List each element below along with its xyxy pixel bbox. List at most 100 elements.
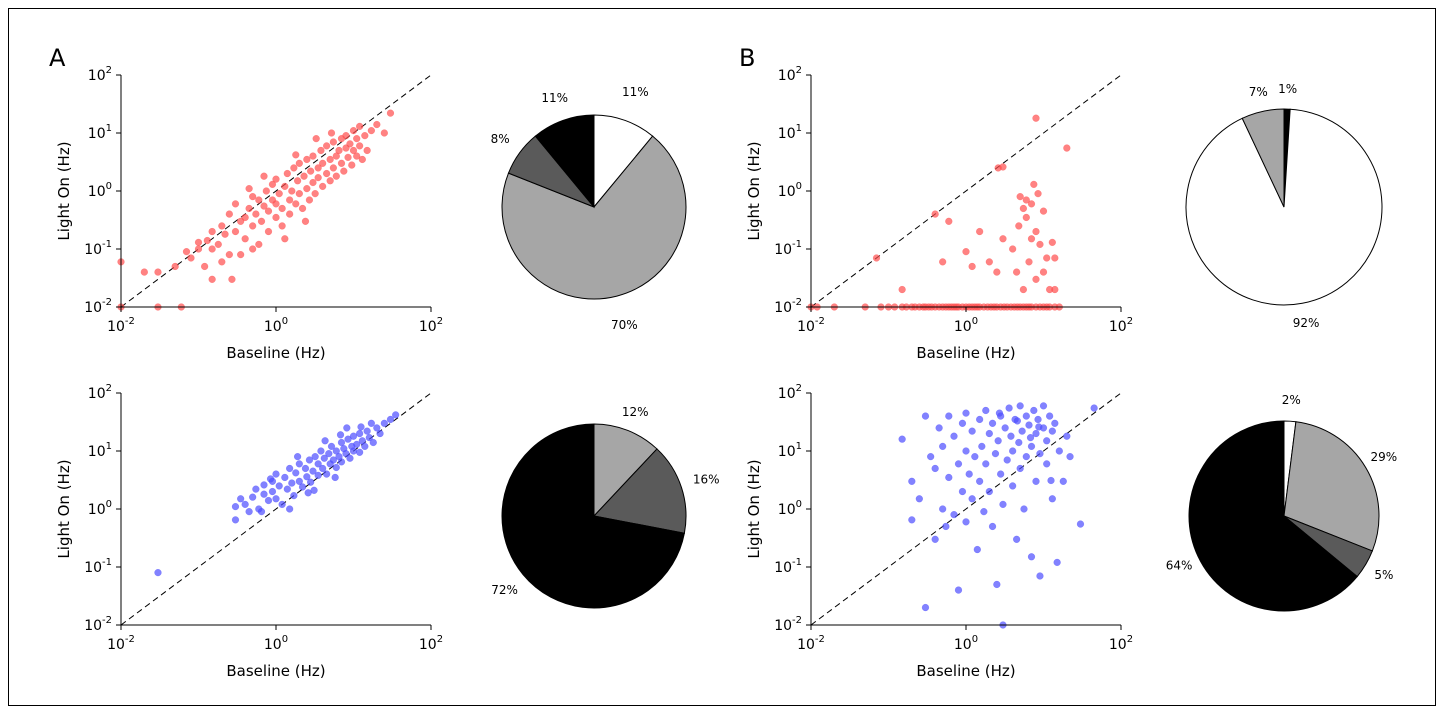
scatter-point bbox=[999, 163, 1007, 171]
x-tick-label: 102 bbox=[419, 316, 443, 335]
scatter-point bbox=[1051, 285, 1059, 294]
scatter-point bbox=[950, 510, 958, 519]
scatter-point bbox=[303, 155, 311, 164]
x-axis-label: Baseline (Hz) bbox=[916, 662, 1015, 680]
scatter-point bbox=[931, 210, 939, 218]
scatter-point bbox=[1063, 144, 1071, 152]
scatter-point bbox=[295, 159, 303, 167]
scatter-point bbox=[1032, 477, 1040, 485]
scatter-point bbox=[301, 464, 310, 473]
scatter-point bbox=[988, 419, 997, 427]
scatter-point bbox=[965, 470, 973, 478]
scatter-point bbox=[290, 164, 298, 172]
scatter-point bbox=[994, 437, 1002, 445]
scatter-point bbox=[954, 460, 963, 468]
x-tick-label: 102 bbox=[419, 634, 443, 653]
scatter-point bbox=[329, 456, 338, 464]
scatter-point bbox=[214, 240, 222, 249]
pie-slice-label: 12% bbox=[622, 405, 649, 419]
scatter-point bbox=[997, 470, 1005, 478]
scatter-point bbox=[241, 235, 249, 243]
scatter-point bbox=[325, 450, 333, 458]
panel-label-b: B bbox=[739, 44, 756, 72]
scatter-point bbox=[1027, 200, 1036, 208]
pie-slice-label: 1% bbox=[1278, 82, 1297, 96]
pie-slice-label: 72% bbox=[491, 583, 518, 597]
scatter-point bbox=[231, 502, 240, 511]
x-tick-label: 10-2 bbox=[107, 634, 135, 653]
y-tick-label: 10-2 bbox=[774, 297, 802, 316]
scatter-point bbox=[272, 495, 280, 503]
scatter-point bbox=[1015, 438, 1023, 447]
scatter-point bbox=[292, 151, 300, 159]
scatter-point bbox=[283, 485, 291, 493]
scatter-point bbox=[898, 285, 906, 294]
scatter-point bbox=[1013, 417, 1022, 425]
scatter-point bbox=[348, 161, 356, 169]
scatter-point bbox=[1036, 240, 1044, 249]
scatter-point bbox=[281, 235, 289, 243]
scatter-point bbox=[332, 172, 340, 180]
scatter-point bbox=[342, 450, 350, 458]
pie-slice bbox=[501, 135, 687, 300]
scatter-point bbox=[1022, 213, 1030, 222]
y-tick-label: 10-1 bbox=[84, 239, 112, 258]
pie-slice-label: 92% bbox=[1293, 316, 1320, 330]
scatter-point bbox=[1032, 429, 1040, 438]
scatter-point bbox=[1030, 180, 1038, 189]
scatter-point bbox=[898, 435, 906, 443]
scatter-point bbox=[252, 210, 260, 218]
x-tick-label: 100 bbox=[954, 316, 978, 335]
scatter-point bbox=[264, 207, 273, 215]
y-tick-label: 10-2 bbox=[774, 615, 802, 634]
scatter-point bbox=[266, 475, 275, 483]
scatter-point bbox=[255, 196, 263, 204]
scatter-point bbox=[252, 485, 260, 493]
y-tick-label: 100 bbox=[778, 499, 802, 518]
scatter-point bbox=[262, 187, 270, 195]
scatter-point bbox=[327, 442, 336, 451]
scatter-point bbox=[311, 452, 319, 461]
scatter-point bbox=[931, 535, 939, 543]
y-tick-label: 10-1 bbox=[84, 557, 112, 576]
scatter-point bbox=[1051, 419, 1059, 427]
scatter-point bbox=[971, 452, 979, 461]
scatter-point bbox=[260, 481, 268, 489]
scatter-point bbox=[1034, 415, 1042, 424]
scatter-point bbox=[337, 458, 346, 466]
scatter-point bbox=[218, 258, 226, 266]
scatter-point bbox=[958, 419, 967, 427]
scatter-point bbox=[272, 200, 280, 208]
scatter-point bbox=[1043, 437, 1051, 445]
x-tick-label: 100 bbox=[954, 634, 978, 653]
scatter-point bbox=[272, 470, 280, 478]
y-tick-label: 100 bbox=[88, 499, 112, 518]
scatter-point bbox=[982, 406, 990, 415]
scatter-point bbox=[1018, 427, 1026, 435]
pie-slice bbox=[1241, 108, 1285, 208]
scatter-point bbox=[307, 167, 315, 175]
scatter-point bbox=[264, 496, 273, 505]
scatter-point bbox=[358, 155, 366, 164]
scatter-point bbox=[369, 438, 377, 447]
scatter-point bbox=[939, 442, 947, 451]
scatter-point bbox=[380, 129, 388, 137]
scatter-point bbox=[1027, 553, 1036, 561]
scatter-point bbox=[154, 268, 162, 276]
pie-slice bbox=[1283, 421, 1380, 552]
scatter-point bbox=[988, 522, 997, 531]
pie-slice bbox=[1188, 420, 1358, 612]
scatter-point bbox=[312, 134, 320, 143]
scatter-point bbox=[329, 138, 338, 146]
pie-slice-label: 16% bbox=[693, 473, 720, 487]
scatter-point bbox=[993, 268, 1001, 276]
scatter-point bbox=[225, 250, 233, 259]
scatter-point bbox=[999, 500, 1007, 509]
y-tick-label: 101 bbox=[88, 123, 112, 142]
scatter-point bbox=[1016, 192, 1024, 201]
scatter-point bbox=[200, 262, 209, 271]
scatter-point bbox=[376, 429, 384, 438]
y-axis-label: Light On (Hz) bbox=[55, 459, 73, 558]
scatter-point bbox=[968, 262, 976, 271]
panel-label-a: A bbox=[49, 44, 66, 72]
